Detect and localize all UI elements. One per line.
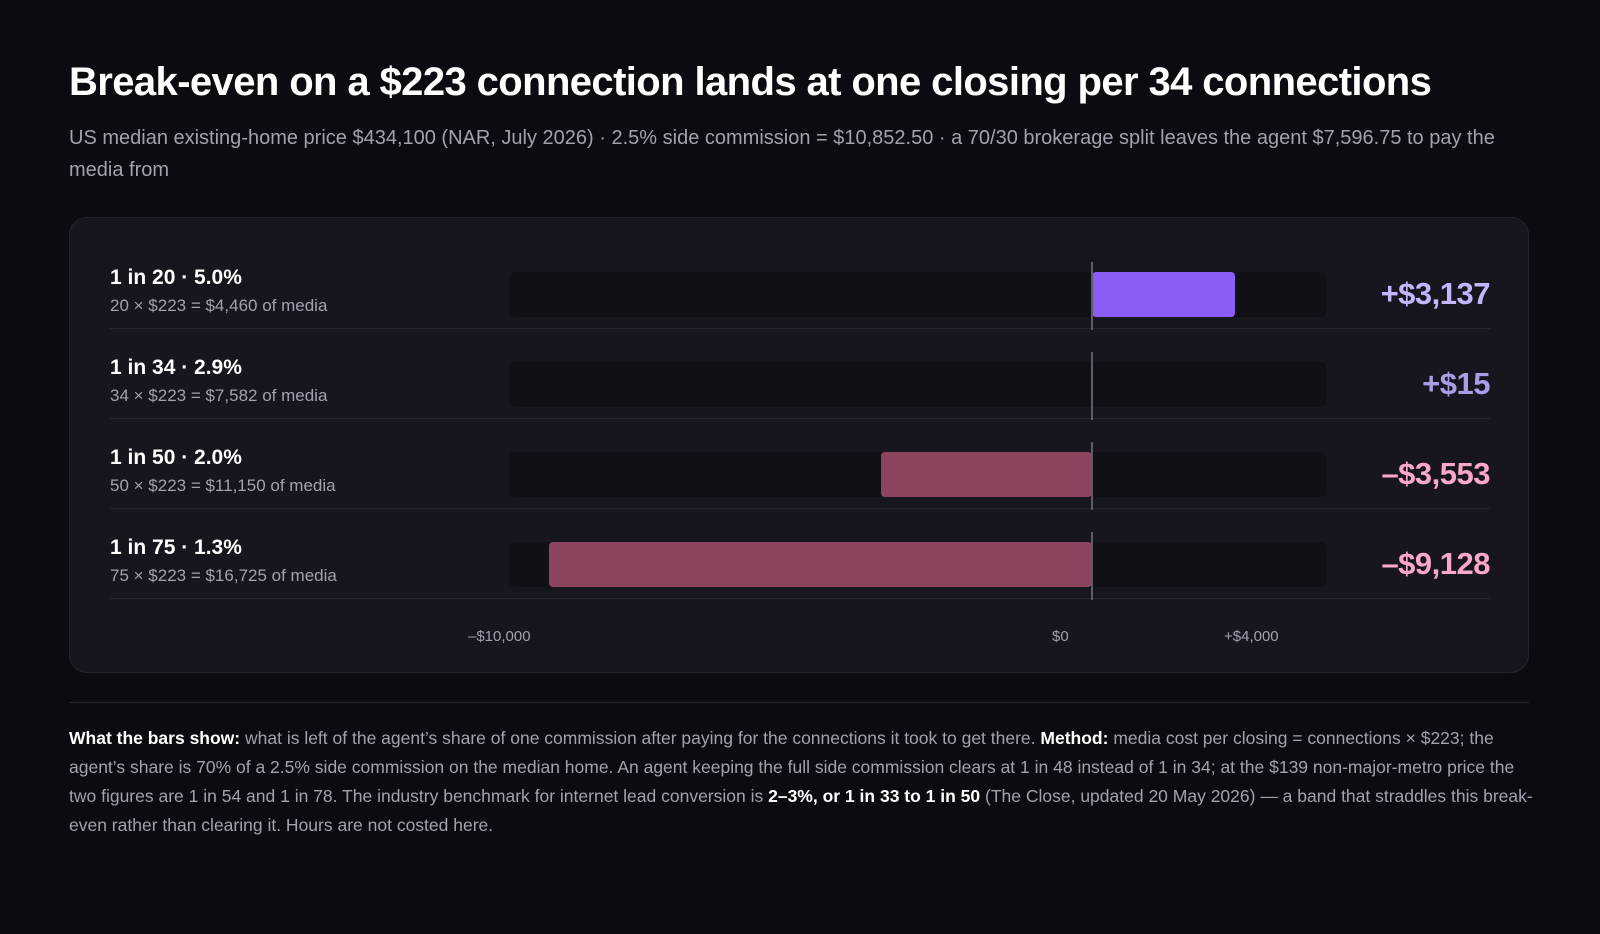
value-label: +$3,137 [1380, 276, 1491, 311]
zero-line [1091, 352, 1093, 420]
category-label: 1 in 50 · 2.0% [110, 446, 242, 469]
footnote-what-text: what is left of the agent’s share of one… [240, 728, 1041, 748]
footnote-tail-text: (The Close, updated 20 May 2026) — a ban… [69, 786, 1533, 835]
divider [69, 702, 1529, 703]
bar-row: 1 in 50 · 2.0% 50 × $223 = $11,150 of med… [110, 418, 1490, 510]
bar-positive [1092, 272, 1236, 317]
footnote: What the bars show: what is left of the … [69, 724, 1539, 840]
category-sublabel: 50 × $223 = $11,150 of media [110, 476, 336, 495]
bar-track [509, 362, 1326, 407]
footnote-method-text: media cost per closing = connections × $… [69, 728, 1515, 806]
category-sublabel: 75 × $223 = $16,725 of media [110, 566, 337, 585]
category-sublabel: 20 × $223 = $4,460 of media [110, 296, 328, 315]
x-tick-label: +$4,000 [1224, 628, 1279, 645]
category-sublabel: 34 × $223 = $7,582 of media [110, 386, 328, 405]
value-label: +$15 [1422, 366, 1490, 401]
zero-line [1091, 532, 1093, 600]
value-label: –$9,128 [1381, 546, 1490, 581]
bar-negative [548, 542, 1092, 587]
footnote-benchmark: 2–3%, or 1 in 33 to 1 in 50 [768, 786, 981, 806]
category-label: 1 in 75 · 1.3% [110, 536, 242, 559]
category-label: 1 in 20 · 5.0% [110, 266, 242, 289]
value-label: –$3,553 [1381, 456, 1490, 491]
x-tick-label: –$10,000 [468, 628, 531, 645]
bar-negative [880, 452, 1092, 497]
footnote-what-label: What the bars show: [69, 728, 241, 748]
footnote-method-label: Method: [1040, 728, 1109, 748]
zero-line [1091, 442, 1093, 510]
zero-line [1091, 262, 1093, 330]
chart-card: 1 in 20 · 5.0% 20 × $223 = $4,460 of medi… [69, 217, 1529, 673]
bar-row: 1 in 20 · 5.0% 20 × $223 = $4,460 of medi… [110, 238, 1491, 330]
page-subtitle: US median existing-home price $434,100 (… [69, 127, 1495, 181]
bar-row: 1 in 75 · 1.3% 75 × $223 = $16,725 of med… [110, 508, 1490, 600]
page-title: Break-even on a $223 connection lands at… [69, 60, 1432, 104]
bar-row: 1 in 34 · 2.9% 34 × $223 = $7,582 of medi… [110, 328, 1490, 420]
category-label: 1 in 34 · 2.9% [110, 356, 242, 379]
x-tick-label: $0 [1052, 628, 1069, 645]
